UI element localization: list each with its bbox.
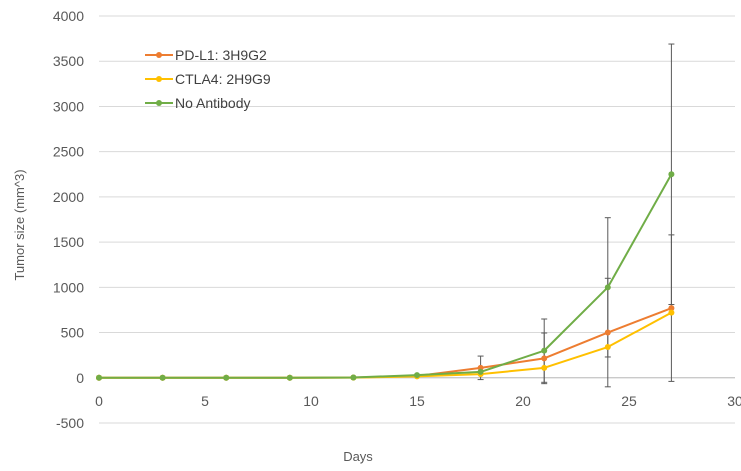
y-tick-label: 2000 [53,189,84,205]
data-point [541,347,548,354]
data-point [477,368,484,375]
data-point [604,284,611,291]
series-line-1 [99,311,672,379]
data-point [668,305,675,312]
y-tick-label: 3000 [53,98,84,114]
data-point [668,171,675,178]
data-point [668,309,675,316]
y-tick-label: -500 [56,415,84,431]
y-tick-label: 3500 [53,53,84,69]
x-tick-label: 0 [95,393,103,409]
data-point [541,355,548,362]
x-tick-label: 20 [515,393,531,409]
legend: PD-L1: 3H9G2 CTLA4: 2H9G9 No Antibody [145,47,271,111]
data-point [96,374,102,381]
y-tick-label: 4000 [53,8,84,24]
series-line-2 [99,173,673,379]
legend-swatch-marker [156,76,162,82]
x-tick-label: 30 [727,393,741,409]
data-point [604,329,611,336]
x-tick-label: 5 [201,393,209,409]
y-tick-label: 1000 [53,279,84,295]
legend-label: CTLA4: 2H9G9 [175,71,271,87]
y-tick-label: 0 [76,370,84,386]
data-point [414,372,420,379]
legend-label: No Antibody [175,95,251,111]
legend-swatch-marker [156,100,162,106]
data-point [159,374,166,381]
y-axis-title: Tumor size (mm^3) [12,169,27,280]
x-tick-label: 25 [621,393,637,409]
error-bars [477,43,675,388]
x-tick-label: 10 [303,393,319,409]
legend-label: PD-L1: 3H9G2 [175,47,267,63]
data-point [223,374,230,381]
y-tick-label: 500 [61,325,85,341]
data-point [541,364,548,371]
data-point [604,344,611,351]
y-tick-label: 1500 [53,234,84,250]
series-lines [96,171,675,381]
x-tick-label: 15 [409,393,425,409]
series-line-0 [99,307,672,379]
y-tick-label: 2500 [53,144,84,160]
data-point [286,374,293,381]
x-axis-title: Days [343,449,373,464]
data-point [350,374,357,381]
tick-labels: -500 0 500 1000 1500 2000 2500 3000 3500 4000 0 5 10… [53,8,741,431]
legend-swatch-marker [156,52,162,58]
